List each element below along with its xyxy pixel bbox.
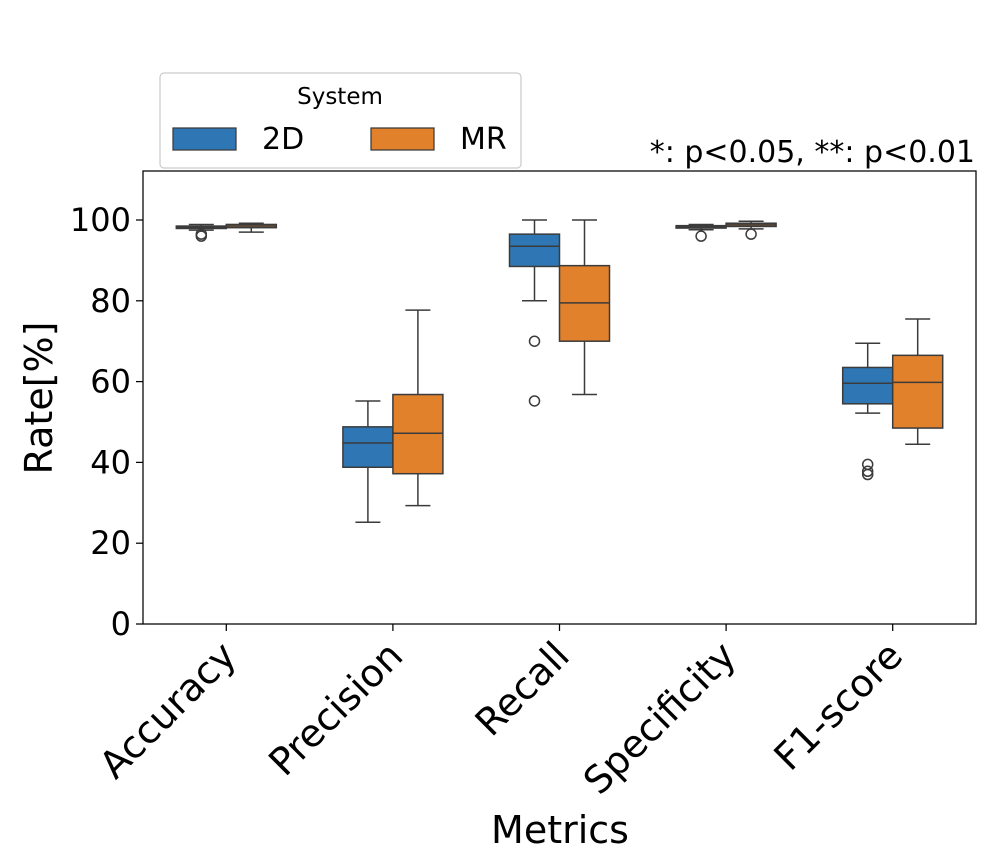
outlier-point [695,230,707,242]
legend: System 2D MR [159,72,522,169]
outlier-point [861,465,874,478]
box-iqr [841,366,894,405]
y-axis-title: Rate[%] [17,322,61,475]
outlier-point [195,230,208,242]
box-2D-Accuracy [175,223,228,242]
box-2D-F1-score [841,342,894,481]
legend-swatch-mr [370,127,435,151]
box-iqr [508,233,561,268]
significance-annotation: *: p<0.05, **: p<0.01 [650,135,975,170]
box-2D-Specificity [675,223,727,242]
box-iqr [342,426,394,468]
box-iqr [392,393,444,475]
legend-label-2d: 2D [262,122,304,157]
box-2D-Recall [508,219,561,407]
y-tick-label: 20 [90,524,131,562]
y-tick-label: 80 [90,282,131,320]
legend-swatch-2d [172,127,237,151]
boxes-layer [175,219,944,523]
legend-label-mr: MR [460,122,507,157]
x-tick-label: Accuracy [91,633,245,787]
box-MR-F1-score [891,318,944,445]
x-tick-label: Precision [260,633,411,784]
y-tick-label: 60 [90,363,131,401]
outlier-point [528,395,541,407]
x-tick-label: Recall [467,633,578,744]
x-axis-title: Metrics [491,808,629,852]
outlier-point [528,335,541,347]
y-tick-label: 40 [90,443,131,481]
y-axis: 0 20 40 60 80 100 [70,201,143,643]
legend-title: System [297,84,383,110]
y-tick-label: 100 [70,201,131,239]
box-iqr [891,354,944,429]
box-MR-Precision [392,309,444,507]
y-tick-label: 0 [111,605,131,643]
box-MR-Recall [558,219,611,396]
box-MR-Accuracy [225,222,278,233]
x-tick-label: Specificity [575,633,745,803]
box-2D-Precision [342,400,394,523]
outlier-point [745,228,757,240]
box-MR-Specificity [725,220,777,240]
outlier-point [861,468,874,481]
x-tick-label: F1-score [765,633,911,779]
